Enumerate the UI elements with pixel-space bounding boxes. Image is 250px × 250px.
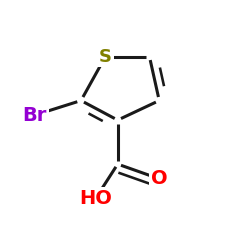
Text: O: O [151,169,168,188]
Text: HO: HO [79,189,112,208]
Text: S: S [99,48,112,66]
Text: Br: Br [22,106,47,125]
